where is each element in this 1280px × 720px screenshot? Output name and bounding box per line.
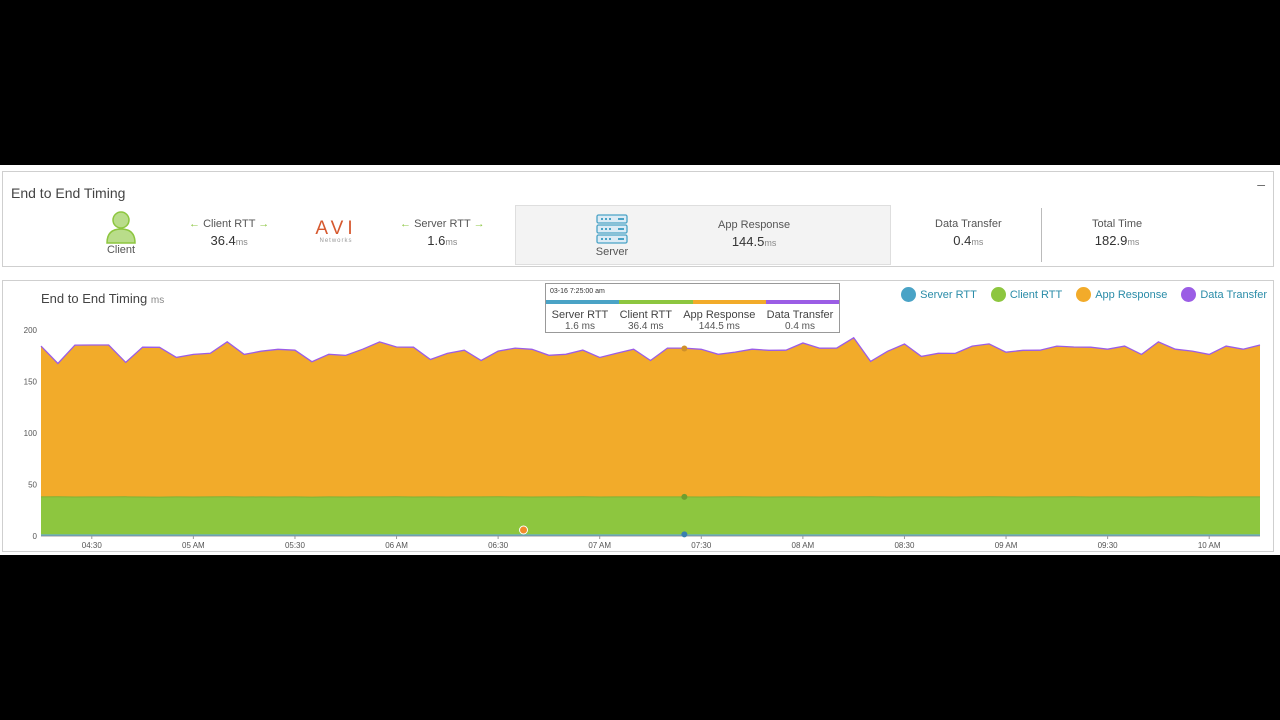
chart-title-text: End to End Timing <box>41 291 148 306</box>
data-transfer-unit: ms <box>971 237 984 247</box>
summary-divider <box>1041 208 1042 262</box>
data-transfer-value: 0.4 <box>953 233 972 248</box>
tooltip-color-bar <box>546 300 620 304</box>
series-area-client-rtt <box>41 496 1260 535</box>
tooltip-column: Data Transfer 0.4 ms <box>767 309 834 332</box>
legend-label: App Response <box>1095 288 1168 301</box>
x-tick-label: 09 AM <box>995 541 1018 550</box>
tooltip-column: App Response 144.5 ms <box>683 309 755 332</box>
chart-legend: Server RTT Client RTT App Response Data Tra… <box>901 287 1267 302</box>
avi-logo-text: AVI <box>315 218 357 239</box>
legend-dot-icon <box>1076 287 1092 302</box>
end-to-end-summary-panel: End to End Timing – Client ← Client RTT … <box>2 171 1274 267</box>
legend-dot-icon <box>901 287 917 302</box>
avi-networks-logo: AVI Networks <box>313 218 359 244</box>
total-time-value: 182.9 <box>1094 233 1128 248</box>
x-tick-label: 08:30 <box>894 541 915 550</box>
x-tick-label: 05 AM <box>182 541 205 550</box>
x-tick-label: 04:30 <box>82 541 103 550</box>
dashboard-frame: End to End Timing – Client ← Client RTT … <box>0 165 1280 555</box>
legend-label: Server RTT <box>920 288 977 301</box>
data-transfer-stat: Data Transfer 0.4ms <box>935 218 1002 248</box>
app-response-value: 144.5 <box>731 234 765 249</box>
minimize-button[interactable]: – <box>1257 176 1265 192</box>
x-tick-label: 08 AM <box>792 541 815 550</box>
client-label: Client <box>106 244 136 256</box>
y-tick-label: 100 <box>24 429 38 438</box>
server-highlight-box[interactable]: Server App Response 144.5ms <box>515 205 891 265</box>
total-time-label: Total Time <box>1092 218 1143 230</box>
server-rtt-stat: ← Server RTT → 1.6ms <box>400 218 485 248</box>
legend-label: Data Transfer <box>1200 288 1267 301</box>
x-tick-label: 07 AM <box>588 541 611 550</box>
timing-area-chart[interactable]: 0 50 100 150 200 04:30 05 AM 05:30 06 AM 06:30 07 … <box>3 281 1273 551</box>
client-rtt-label: Client RTT <box>203 218 256 230</box>
x-tick-label: 06 AM <box>385 541 408 550</box>
server-rtt-unit: ms <box>445 237 458 247</box>
tooltip-value: 0.4 ms <box>784 321 815 332</box>
y-tick-label: 200 <box>24 326 38 335</box>
tooltip-value: 36.4 ms <box>627 321 664 332</box>
client-rtt-stat: ← Client RTT → 36.4ms <box>189 218 269 248</box>
tooltip-color-bars <box>546 300 839 304</box>
arrow-left-icon: ← <box>189 218 200 230</box>
tooltip-column: Client RTT 36.4 ms <box>620 309 672 332</box>
app-response-unit: ms <box>764 238 777 248</box>
chart-title-unit: ms <box>150 295 165 306</box>
x-tick-label: 06:30 <box>488 541 509 550</box>
server-rtt-label: Server RTT <box>414 218 471 230</box>
legend-dot-icon <box>990 287 1006 302</box>
total-time-unit: ms <box>1127 237 1140 247</box>
series-area-app-response <box>41 338 1260 498</box>
hover-point-app-response <box>681 345 688 352</box>
app-response-stat: App Response 144.5ms <box>718 219 790 249</box>
tooltip-label: Server RTT <box>551 309 609 321</box>
legend-label: Client RTT <box>1009 288 1063 301</box>
y-tick-label: 0 <box>33 532 38 541</box>
client-rtt-unit: ms <box>235 237 248 247</box>
tooltip-value: 1.6 ms <box>564 321 595 332</box>
server-rack-icon <box>596 214 628 244</box>
x-tick-label: 05:30 <box>285 541 306 550</box>
server-label: Server <box>595 246 629 258</box>
app-response-label: App Response <box>718 219 791 231</box>
tooltip-column: Server RTT 1.6 ms <box>552 309 609 332</box>
summary-panel-title: End to End Timing <box>11 185 126 201</box>
legend-item[interactable]: Data Transfer <box>1181 287 1267 302</box>
y-tick-label: 150 <box>24 378 38 387</box>
tooltip-color-bar <box>765 300 839 304</box>
tooltip-time: 03-16 7:25:00 am <box>550 288 605 295</box>
arrow-left-icon: ← <box>400 218 411 230</box>
tooltip-label: Data Transfer <box>766 309 834 321</box>
legend-dot-icon <box>1181 287 1197 302</box>
arrow-right-icon: → <box>258 218 270 230</box>
tooltip-values: Server RTT 1.6 ms Client RTT 36.4 ms App Res… <box>546 309 839 332</box>
hover-point-server-rtt <box>681 531 688 538</box>
tooltip-label: Client RTT <box>619 309 672 321</box>
legend-item[interactable]: App Response <box>1076 287 1167 302</box>
tooltip-label: App Response <box>683 309 756 321</box>
tooltip-color-bar <box>692 300 766 304</box>
client-rtt-value: 36.4 <box>210 233 236 248</box>
chart-tooltip: 03-16 7:25:00 am Server RTT 1.6 ms Client … <box>545 283 840 333</box>
arrow-right-icon: → <box>473 218 485 230</box>
x-tick-label: 09:30 <box>1098 541 1119 550</box>
hover-point-client-rtt <box>681 493 688 500</box>
legend-item[interactable]: Server RTT <box>901 287 977 302</box>
y-tick-label: 50 <box>28 481 37 490</box>
total-time-stat: Total Time 182.9ms <box>1092 218 1142 248</box>
tooltip-color-bar <box>619 300 693 304</box>
x-tick-label: 10 AM <box>1198 541 1221 550</box>
client-user-icon <box>106 211 136 244</box>
series-line-data-transfer <box>40 336 1261 365</box>
legend-item[interactable]: Client RTT <box>990 287 1063 302</box>
x-tick-label: 07:30 <box>691 541 712 550</box>
server-rtt-value: 1.6 <box>427 233 446 248</box>
chart-title: End to End Timing ms <box>41 291 164 306</box>
data-transfer-label: Data Transfer <box>935 218 1002 230</box>
avi-logo-subtext: Networks <box>319 238 353 244</box>
tooltip-value: 144.5 ms <box>698 321 740 332</box>
event-marker-icon <box>519 525 529 535</box>
